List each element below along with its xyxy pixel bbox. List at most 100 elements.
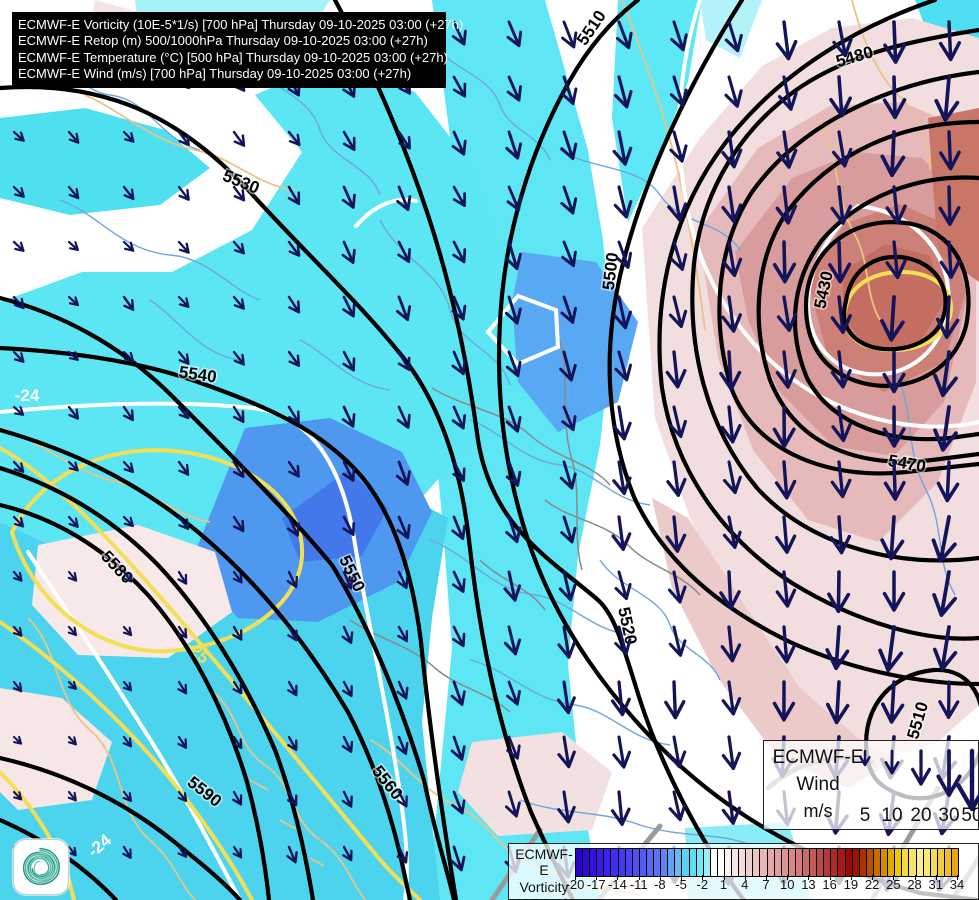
wind-arrow-icon (67, 790, 77, 802)
wind-speed-arrow-icon (956, 748, 979, 812)
wind-arrow-icon (12, 735, 23, 745)
wind-arrow-icon (936, 460, 960, 503)
colorbar-tick-mark (808, 875, 810, 880)
title-line-vorticity: ECMWF-E Vorticity (10E-5*1/s) [700 hPa] … (18, 17, 464, 32)
colorbar-cell (589, 849, 597, 876)
colorbar-cells (575, 848, 959, 877)
wind-arrow-icon (397, 240, 411, 263)
wind-arrow-icon (933, 350, 958, 398)
wind-arrow-icon (774, 460, 797, 500)
wind-arrow-icon (287, 350, 301, 367)
wind-arrow-icon (12, 185, 25, 198)
wind-arrow-icon (506, 75, 522, 102)
wind-arrow-icon (12, 240, 25, 252)
colorbar-tick-mark (914, 875, 916, 880)
wind-arrow-icon (450, 735, 466, 761)
wind-arrow-icon (561, 20, 578, 49)
colorbar-cell (851, 849, 859, 876)
wind-arrow-icon (665, 350, 687, 389)
wind-arrow-icon (122, 130, 135, 143)
wind-arrow-icon (560, 75, 578, 106)
wind-arrow-icon (232, 350, 245, 366)
wind-arrow-icon (932, 570, 957, 617)
coastline (27, 617, 196, 900)
wind-arrow-icon (614, 570, 632, 601)
river-line (429, 39, 551, 161)
wind-arrow-icon (122, 350, 135, 363)
vorticity-fill-blue-mid-center (512, 252, 638, 432)
wind-arrow-icon (12, 350, 25, 363)
wind-arrow-icon (122, 515, 134, 528)
wind-arrow-icon (722, 515, 742, 549)
colorbar-cell (738, 849, 746, 876)
wind-arrow-icon (669, 130, 688, 163)
wind-arrow-icon (775, 570, 797, 608)
wind-arrow-icon (506, 185, 522, 212)
wind-arrow-icon (341, 625, 354, 644)
wind-arrow-icon (341, 570, 354, 590)
wind-arrow-icon (342, 350, 356, 372)
wind-arrow-icon (830, 350, 852, 389)
colorbar-cell (731, 849, 739, 876)
wind-arrow-icon (397, 130, 411, 150)
wind-arrow-icon (232, 790, 243, 806)
height-contour-5480 (690, 27, 979, 563)
wind-arrow-icon (286, 570, 299, 589)
wind-arrow-icon (396, 570, 409, 590)
river-line (469, 419, 651, 506)
wind-arrow-icon (177, 295, 190, 309)
wind-arrow-icon (122, 405, 134, 422)
wind-arrow-icon (668, 625, 687, 657)
wind-arrow-icon (232, 130, 246, 147)
wind-arrow-icon (557, 790, 576, 824)
wind-arrow-icon (177, 240, 190, 254)
wind-arrow-icon (177, 570, 188, 585)
wind-arrow-icon (721, 735, 742, 771)
wind-arrow-icon (503, 570, 522, 602)
wind-arrow-icon (721, 185, 743, 224)
wind-arrow-icon (610, 680, 631, 717)
wind-arrow-icon (719, 350, 742, 391)
wind-arrow-icon (559, 460, 577, 490)
wind-arrow-icon (719, 570, 741, 610)
wind-arrow-icon (668, 790, 687, 822)
colorbar-cell (950, 849, 959, 876)
wind-arrow-icon (451, 130, 467, 156)
colorbar-cell (716, 849, 724, 876)
colorbar-cell (816, 849, 824, 876)
wind-arrow-icon (669, 75, 688, 107)
wind-arrow-icon (664, 680, 686, 720)
wind-arrow-icon (612, 130, 633, 166)
vorticity-fill-cyan-right-top-band (612, 0, 702, 222)
wind-arrow-icon (878, 625, 904, 673)
wind-arrow-icon (452, 625, 466, 648)
colorbar-tick-label: 4 (741, 877, 749, 892)
wind-legend-text: ECMWF-E Wind m/s (772, 747, 864, 822)
wind-arrow-icon (287, 790, 298, 807)
wind-arrow-icon (830, 185, 853, 225)
wind-arrow-icon (777, 75, 798, 111)
wind-speed-value: 10 (881, 805, 903, 826)
wind-arrow-icon (613, 295, 632, 330)
wind-arrow-icon (287, 295, 301, 314)
wind-arrow-icon (122, 845, 132, 859)
wind-arrow-icon (67, 185, 80, 200)
colorbar-cell (922, 849, 930, 876)
colorbar-cell (908, 849, 916, 876)
wind-arrow-icon (341, 185, 356, 209)
wind-arrow-icon (177, 680, 188, 695)
wind-speed-value: 20 (910, 805, 932, 826)
wind-arrow-icon (560, 130, 578, 160)
wind-arrow-icon (883, 460, 906, 501)
colorbar-tick-mark (702, 875, 704, 880)
wind-arrow-icon (341, 735, 354, 754)
wind-arrow-icon (177, 350, 190, 365)
wind-arrow-icon (825, 625, 850, 671)
vorticity-colorbar: ECMWF-E Vorticity 10E-5*1/s -20-17-14-11… (508, 843, 979, 900)
wind-arrow-icon (287, 625, 298, 642)
wind-arrow-icon (177, 515, 190, 530)
wind-arrow-icon (880, 515, 905, 561)
wind-arrow-icon (341, 790, 353, 808)
colorbar-tick-label: 19 (843, 877, 859, 892)
colorbar-tick-label: -2 (696, 877, 709, 892)
